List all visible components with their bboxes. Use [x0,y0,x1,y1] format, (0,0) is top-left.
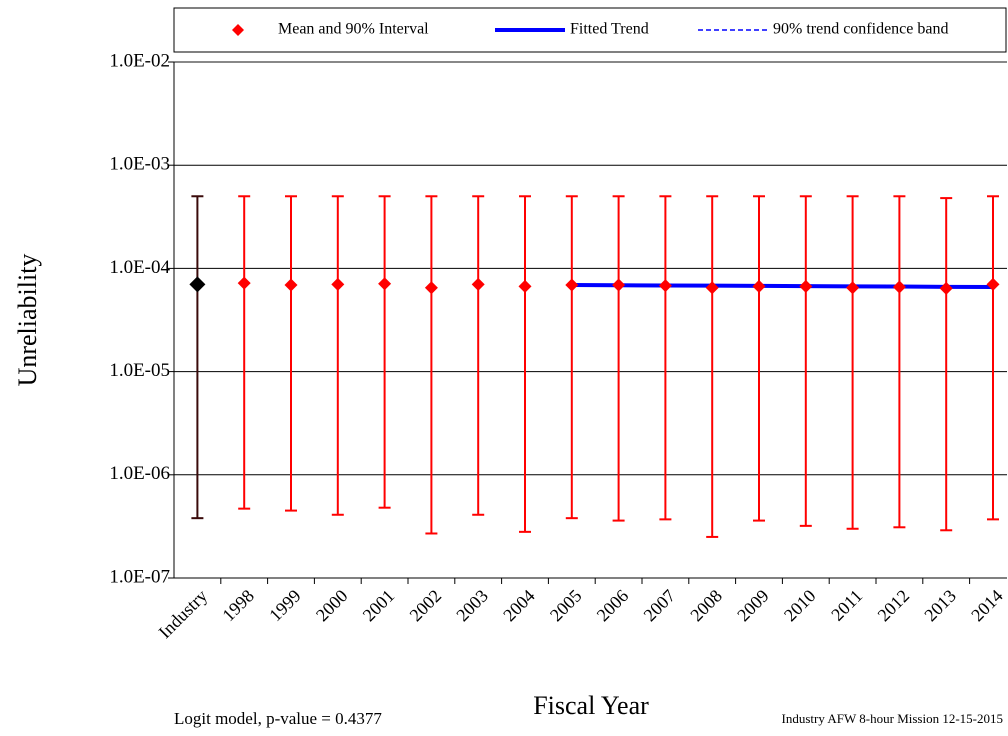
x-tick-label: 2001 [359,586,399,626]
mean-point [752,279,766,293]
mean-point [799,279,813,293]
x-tick-label: 2009 [733,586,773,626]
x-tick-label: 2000 [312,586,352,626]
x-tick-label: 2005 [546,586,586,626]
x-tick-label: 2004 [499,586,539,626]
mean-point [471,277,485,291]
mean-point [939,281,953,295]
mean-point [284,278,298,292]
mean-point [424,281,438,295]
x-tick-label: 2013 [920,586,960,626]
x-axis-label: Fiscal Year [533,691,649,720]
x-tick-label: 2006 [593,586,633,626]
band-line [571,284,994,289]
mean-point [986,277,1000,291]
legend-label: Mean and 90% Interval [278,21,429,38]
mean-point [237,276,251,290]
mean-point [378,277,392,291]
mean-point [518,279,532,293]
x-tick-label: 1999 [265,586,305,626]
annotation: Industry AFW 8-hour Mission 12-15-2015 [782,711,1003,726]
x-tick-label: Industry [155,586,212,643]
y-tick-label: 1.0E-06 [109,463,170,484]
x-tick-label: 2003 [452,586,492,626]
mean-point [612,278,626,292]
y-tick-label: 1.0E-02 [109,50,170,71]
annotation: Logit model, p-value = 0.4377 [174,709,382,728]
x-tick-label: 2008 [686,586,726,626]
x-tick-label: 1998 [218,586,258,626]
band-line [571,283,994,287]
x-tick-label: 2011 [827,586,866,625]
mean-point [846,281,860,295]
x-tick-label: 2014 [967,586,1007,626]
mean-point [892,280,906,294]
x-tick-label: 2010 [780,586,820,626]
y-tick-label: 1.0E-07 [109,566,170,587]
mean-point [331,277,345,291]
x-tick-label: 2002 [406,586,446,626]
x-tick-label: 2007 [640,586,680,626]
legend-label: Fitted Trend [570,21,649,38]
legend-label: 90% trend confidence band [773,21,948,38]
mean-point [565,278,579,292]
mean-point [658,279,672,293]
mean-point [705,281,719,295]
y-tick-label: 1.0E-05 [109,360,170,381]
mean-point [189,276,206,293]
legend-marker [232,24,244,36]
y-axis-label: Unreliability [13,254,42,387]
x-tick-label: 2012 [874,586,914,626]
y-tick-label: 1.0E-03 [109,154,170,175]
y-tick-label: 1.0E-04 [109,257,170,278]
legend-box [173,7,1007,53]
